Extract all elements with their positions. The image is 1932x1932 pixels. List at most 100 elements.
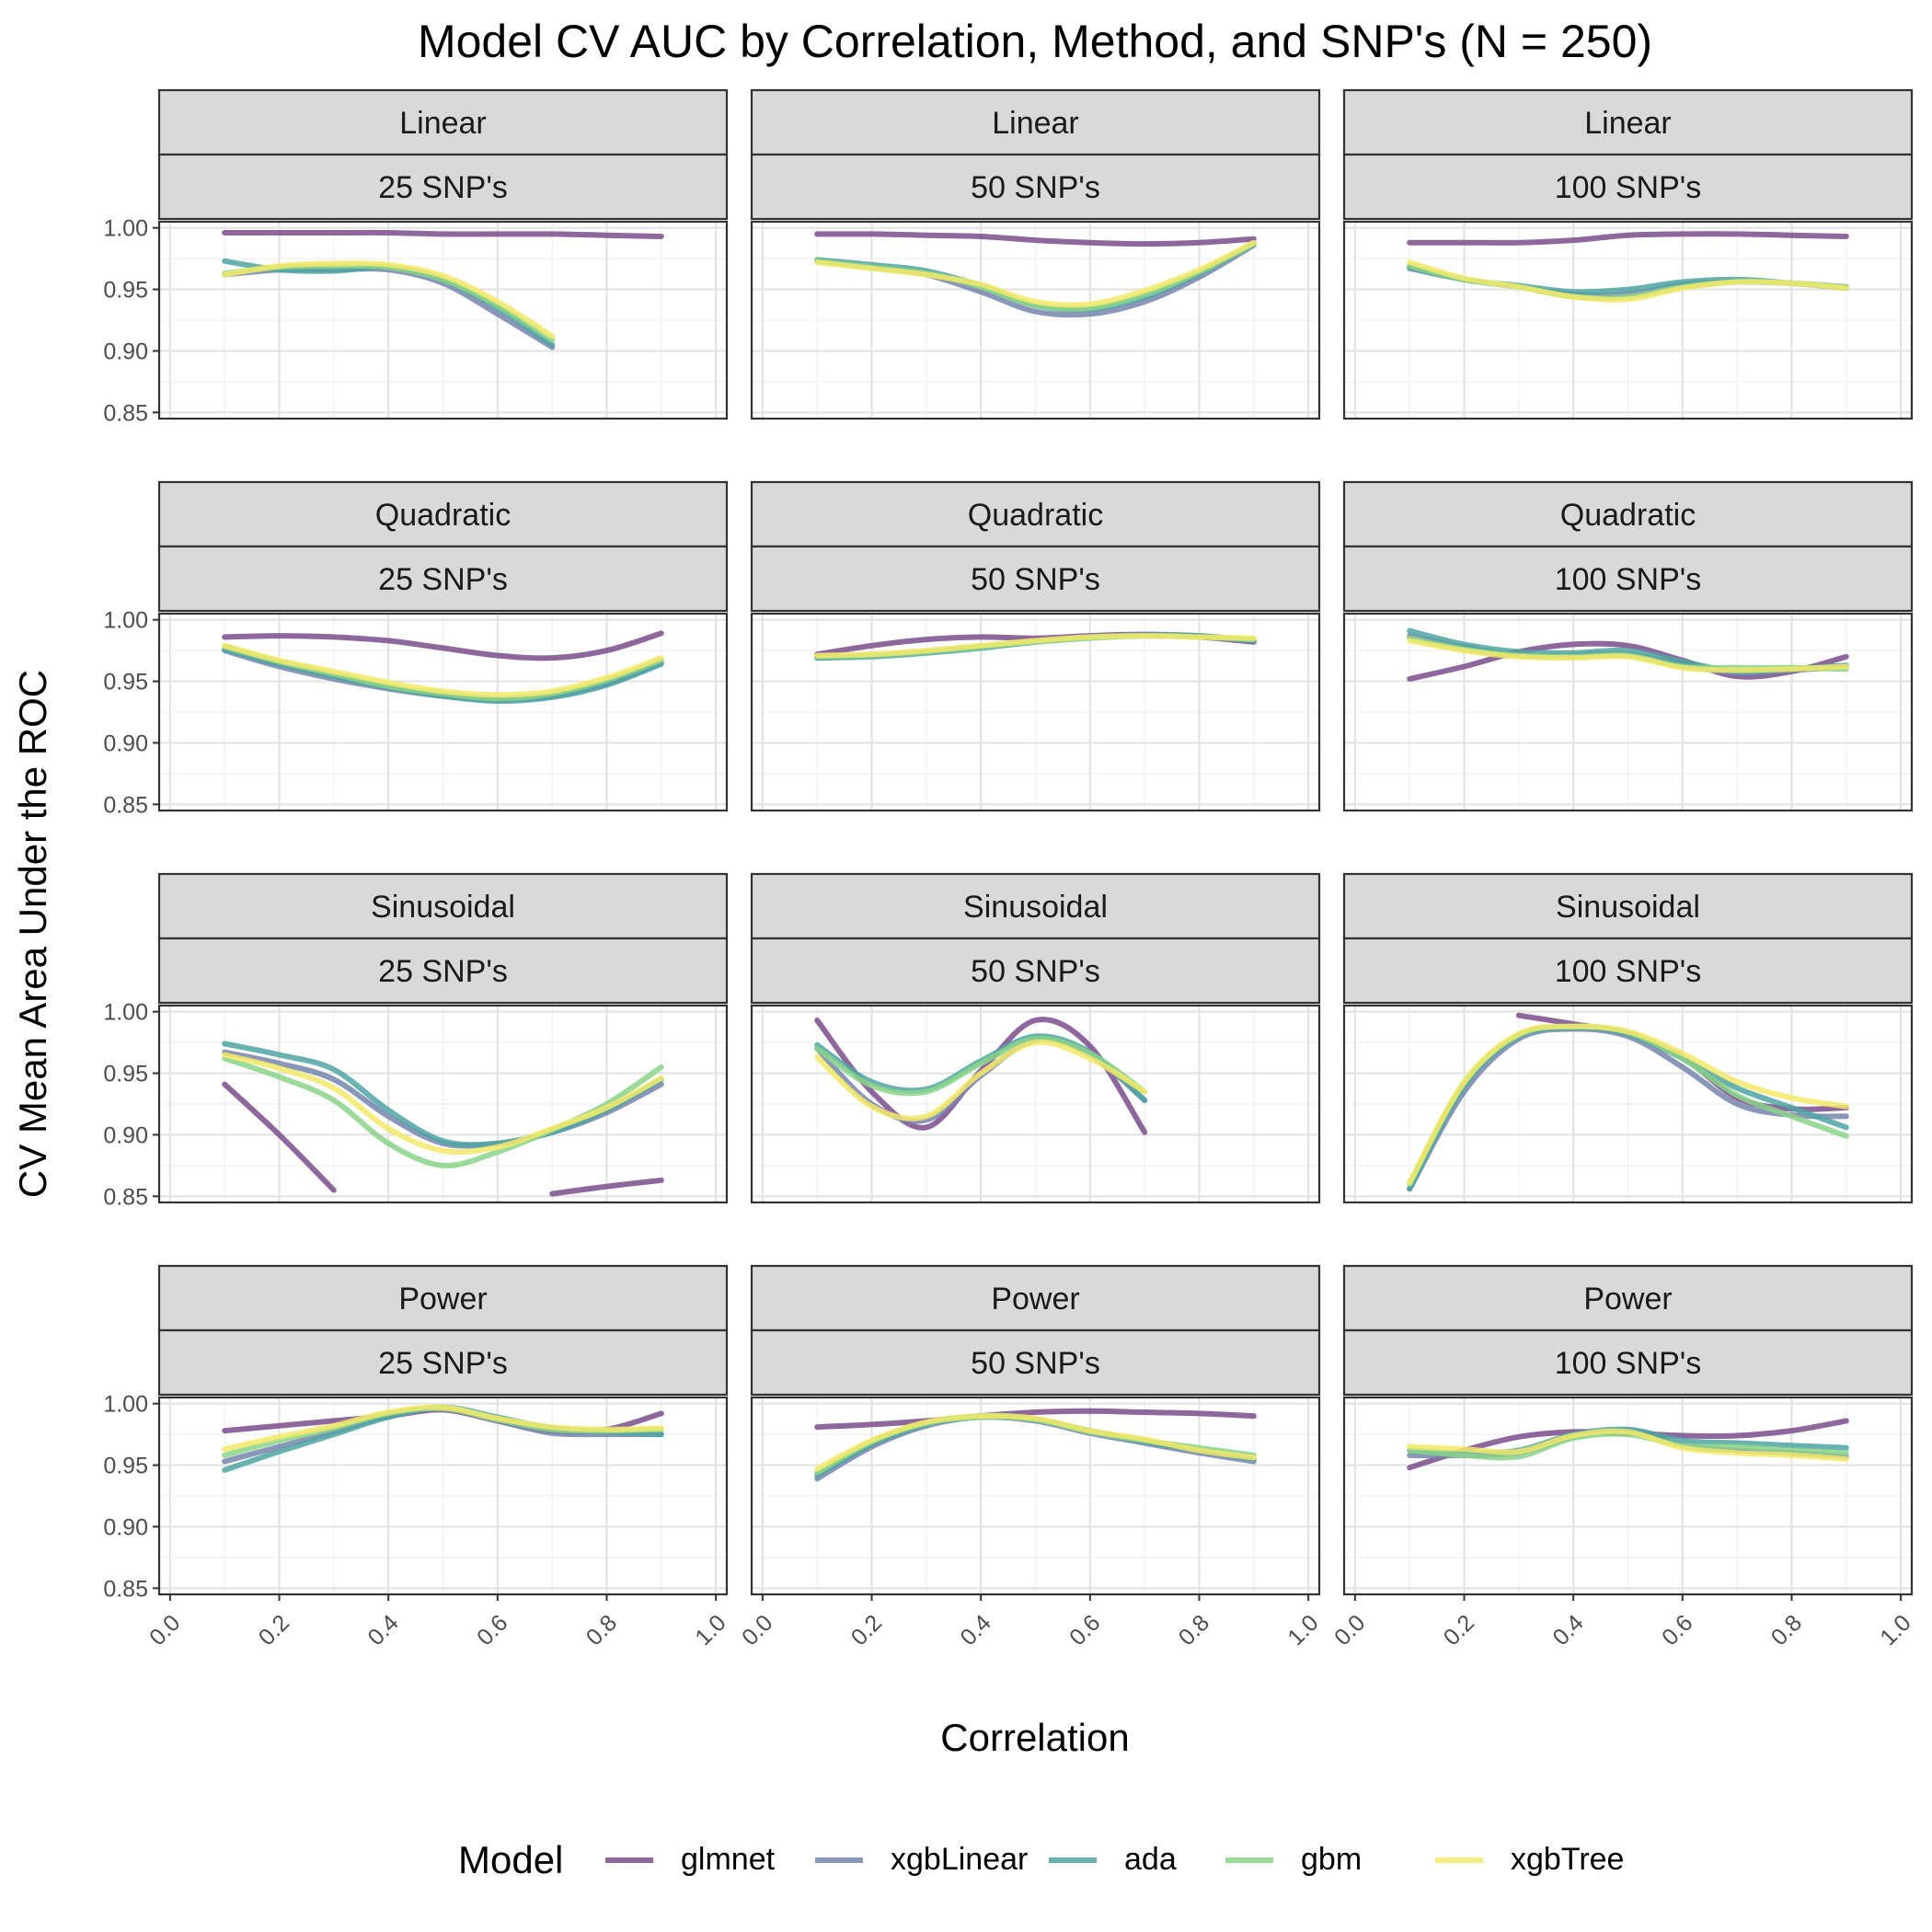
x-tick-label: 0.4 bbox=[1547, 1610, 1588, 1650]
facet-panel: Linear 25 SNP's 0.85 0.90 0.95 1.00 bbox=[103, 88, 729, 426]
series-lines bbox=[814, 631, 1257, 661]
strip-method-label: Linear bbox=[1584, 106, 1672, 141]
strip-snps-box bbox=[157, 153, 729, 221]
series-lines bbox=[222, 229, 664, 351]
facet-panel: Sinusoidal 100 SNP's bbox=[1342, 872, 1914, 1204]
panel-border bbox=[1342, 1396, 1914, 1596]
legend-item-glmnet: glmnet bbox=[605, 1842, 776, 1877]
series-line-xgbTree bbox=[1407, 638, 1849, 673]
facet-panel: Quadratic 25 SNP's 0.85 0.90 0.95 1.00 bbox=[103, 480, 729, 818]
x-tick-label: 0.8 bbox=[1174, 1610, 1214, 1650]
strip-method-box bbox=[750, 480, 1321, 548]
series-lines bbox=[222, 630, 664, 705]
strip-snps-box bbox=[750, 937, 1321, 1005]
x-tick-label: 0.2 bbox=[846, 1610, 887, 1650]
strip-snps-label: 50 SNP's bbox=[971, 562, 1100, 597]
series-lines bbox=[814, 231, 1257, 318]
legend-label: gbm bbox=[1301, 1842, 1362, 1877]
facet-panel: Quadratic 50 SNP's bbox=[750, 480, 1321, 812]
y-tick-label: 0.95 bbox=[103, 278, 148, 304]
series-line-xgbTree bbox=[222, 1404, 664, 1453]
y-tick-label: 0.95 bbox=[103, 670, 148, 696]
series-line-xgbTree bbox=[814, 239, 1257, 308]
strip-snps-label: 25 SNP's bbox=[378, 170, 508, 205]
strip-method-box bbox=[157, 872, 729, 940]
legend-label: xgbLinear bbox=[891, 1842, 1028, 1877]
x-tick-label: 0.8 bbox=[1766, 1610, 1807, 1650]
panel-border bbox=[1342, 1004, 1914, 1204]
panel-border bbox=[157, 1004, 729, 1204]
facet-panel: Power 100 SNP's 0.0 0.2 0.4 0.6 0.8 1.0 bbox=[1329, 1264, 1916, 1650]
y-tick-label: 1.00 bbox=[103, 1392, 148, 1418]
strip-snps-box bbox=[750, 1328, 1321, 1397]
panel-border bbox=[157, 612, 729, 812]
facet-panel: Power 50 SNP's 0.0 0.2 0.4 0.6 0.8 1.0 bbox=[737, 1264, 1324, 1650]
panel-border bbox=[1342, 612, 1914, 812]
strip-snps-label: 50 SNP's bbox=[971, 1346, 1100, 1381]
series-lines bbox=[1407, 231, 1849, 303]
facet-panel: Sinusoidal 25 SNP's 0.85 0.90 0.95 1.00 bbox=[103, 872, 729, 1210]
y-tick-label: 1.00 bbox=[103, 1000, 148, 1026]
series-lines bbox=[222, 1404, 664, 1473]
strip-snps-label: 100 SNP's bbox=[1555, 562, 1702, 597]
strip-snps-box bbox=[1342, 1328, 1914, 1397]
strip-snps-box bbox=[1342, 153, 1914, 221]
legend-item-xgbTree: xgbTree bbox=[1435, 1842, 1624, 1877]
y-tick-label: 0.85 bbox=[103, 400, 148, 426]
y-tick-label: 1.00 bbox=[103, 608, 148, 634]
legend: Model glmnet xgbLinear ada gbm xgbTree bbox=[458, 1838, 1624, 1881]
y-tick-label: 0.90 bbox=[103, 1122, 148, 1148]
chart-title: Model CV AUC by Correlation, Method, and… bbox=[418, 16, 1652, 67]
panel-border bbox=[1342, 220, 1914, 420]
strip-method-box bbox=[157, 480, 729, 548]
facet-panel: Linear 50 SNP's bbox=[750, 88, 1321, 420]
facet-panel: Linear 100 SNP's bbox=[1342, 88, 1914, 420]
x-tick-label: 0.0 bbox=[144, 1610, 185, 1650]
x-tick-label: 0.8 bbox=[581, 1610, 622, 1650]
series-lines bbox=[1407, 1012, 1849, 1192]
series-line-xgbTree bbox=[1407, 1023, 1849, 1186]
series-line-gbm bbox=[814, 1035, 1148, 1097]
x-tick-label: 1.0 bbox=[1875, 1610, 1915, 1650]
strip-method-box bbox=[750, 872, 1321, 940]
strip-snps-label: 50 SNP's bbox=[971, 954, 1100, 989]
strip-snps-box bbox=[750, 545, 1321, 613]
x-tick-label: 0.6 bbox=[1064, 1610, 1105, 1650]
y-tick-label: 0.90 bbox=[103, 1514, 148, 1540]
y-tick-label: 0.95 bbox=[103, 1062, 148, 1087]
strip-snps-label: 25 SNP's bbox=[378, 562, 508, 597]
facet-panel: Quadratic 100 SNP's bbox=[1342, 480, 1914, 812]
series-line-glmnet bbox=[1407, 640, 1849, 682]
series-line-glmnet bbox=[814, 1408, 1257, 1431]
series-line-xgbTree bbox=[814, 633, 1257, 659]
strip-method-box bbox=[1342, 88, 1914, 156]
facet-panels: Linear 25 SNP's 0.85 0.90 0.95 1.00 Linear 50 S… bbox=[103, 88, 1916, 1650]
panel-border bbox=[750, 1396, 1321, 1596]
x-tick-label: 0.2 bbox=[1439, 1610, 1479, 1650]
legend-label: xgbTree bbox=[1511, 1842, 1624, 1877]
y-tick-label: 0.85 bbox=[103, 1184, 148, 1210]
series-lines bbox=[814, 1408, 1257, 1482]
strip-method-box bbox=[1342, 872, 1914, 940]
y-tick-label: 0.90 bbox=[103, 730, 148, 756]
series-line-glmnet bbox=[222, 1081, 337, 1193]
y-tick-label: 0.85 bbox=[103, 1576, 148, 1602]
strip-snps-label: 100 SNP's bbox=[1555, 170, 1702, 205]
strip-method-label: Quadratic bbox=[375, 498, 511, 533]
series-line-xgbTree bbox=[222, 1052, 664, 1156]
x-tick-label: 0.0 bbox=[1329, 1610, 1370, 1650]
y-tick-label: 1.00 bbox=[103, 216, 148, 242]
x-tick-label: 0.0 bbox=[737, 1610, 777, 1650]
legend-item-ada: ada bbox=[1049, 1842, 1177, 1877]
series-line-xgbTree bbox=[1407, 259, 1849, 303]
x-tick-label: 0.4 bbox=[362, 1610, 403, 1650]
facet-panel: Sinusoidal 50 SNP's bbox=[750, 872, 1321, 1204]
x-tick-label: 1.0 bbox=[690, 1610, 730, 1650]
legend-item-xgbLinear: xgbLinear bbox=[815, 1842, 1028, 1877]
series-lines bbox=[1407, 1418, 1849, 1471]
y-tick-label: 0.90 bbox=[103, 339, 148, 364]
series-lines bbox=[814, 1017, 1148, 1135]
strip-snps-box bbox=[157, 545, 729, 613]
panel-border bbox=[750, 612, 1321, 812]
strip-method-label: Quadratic bbox=[968, 498, 1103, 533]
